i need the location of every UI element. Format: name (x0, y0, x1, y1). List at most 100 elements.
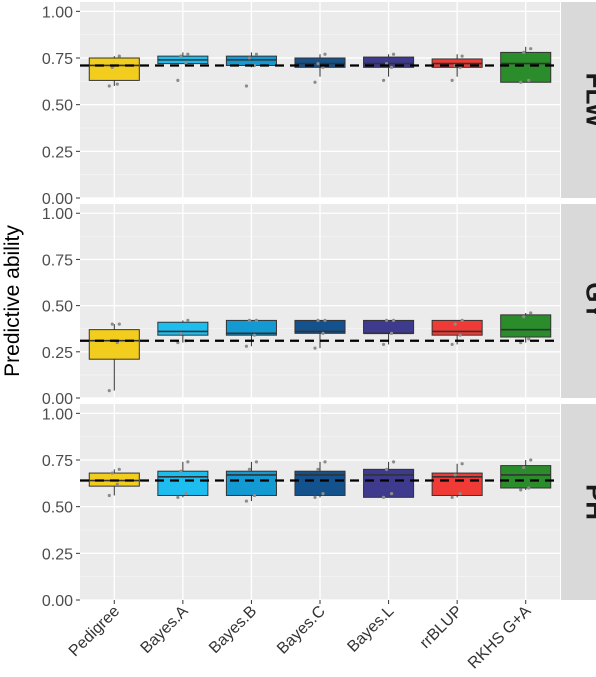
data-point (381, 495, 386, 499)
y-tick-label: 0.75 (42, 453, 73, 470)
data-point (117, 467, 121, 471)
data-point (321, 331, 325, 335)
data-point (460, 462, 464, 466)
y-tick-label: 0.00 (42, 593, 73, 610)
x-tick-label: Bayes.L (344, 603, 397, 656)
x-tick-label: RKHS G+A (465, 603, 535, 673)
data-point (519, 488, 523, 492)
data-point (389, 331, 394, 335)
data-point (184, 492, 188, 496)
data-point (522, 465, 526, 470)
x-tick-label: Pedigree (66, 603, 123, 660)
data-point (384, 467, 389, 471)
box-iqr (500, 51, 552, 83)
y-tick-label: 0.50 (42, 98, 73, 115)
data-point (323, 460, 327, 464)
data-point (115, 82, 119, 86)
data-point (381, 342, 386, 347)
data-point (389, 65, 394, 69)
data-point (179, 469, 183, 473)
data-point (529, 311, 533, 315)
data-point (107, 389, 111, 393)
y-tick-label: 1.00 (42, 406, 73, 423)
data-point (117, 322, 121, 326)
facet-strip (561, 204, 596, 398)
box-bayes-b (225, 318, 277, 348)
box-iqr (88, 57, 140, 81)
y-tick-label: 0.75 (42, 51, 73, 68)
box-bayes-c (294, 318, 346, 350)
data-point (107, 84, 111, 88)
data-point (321, 492, 325, 496)
data-point (115, 482, 119, 486)
data-point (252, 493, 257, 498)
box-iqr (431, 319, 483, 336)
data-point (186, 318, 190, 322)
data-point (313, 495, 317, 499)
y-tick-label: 0.00 (42, 391, 73, 408)
data-point (244, 84, 249, 88)
box-bayes-c (294, 52, 346, 84)
box-rkhs-g-a (500, 46, 552, 84)
data-point (254, 318, 259, 322)
y-tick-label: 1.00 (42, 206, 73, 223)
y-tick-label: 0.25 (42, 144, 73, 161)
data-point (450, 78, 454, 82)
data-point (110, 471, 114, 475)
data-point (186, 460, 190, 464)
y-axis-title: Predictive ability (1, 225, 24, 377)
box-bayes-a (157, 318, 209, 345)
box-iqr (363, 56, 415, 68)
box-iqr (431, 472, 483, 496)
data-point (460, 318, 464, 322)
box-iqr (363, 468, 415, 498)
data-point (254, 460, 259, 464)
y-tick-label: 0.25 (42, 546, 73, 563)
data-point (458, 333, 462, 337)
data-point (247, 467, 252, 471)
box-iqr (363, 319, 415, 334)
box-iqr (294, 57, 346, 68)
y-tick-label: 1.00 (42, 4, 73, 21)
box-iqr (225, 55, 277, 66)
facet-strip (561, 404, 596, 600)
data-point (110, 322, 114, 326)
data-point (529, 458, 533, 462)
data-point (527, 486, 531, 490)
data-point (117, 54, 121, 58)
y-tick-label: 0.25 (42, 345, 73, 362)
data-point (389, 492, 394, 496)
data-point (453, 322, 457, 326)
box-iqr (500, 465, 552, 489)
box-bayes-l (363, 52, 415, 82)
data-point (522, 315, 526, 319)
data-point (244, 344, 249, 348)
box-pedigree (88, 54, 140, 88)
box-bayes-a (157, 460, 209, 499)
box-rrblup (431, 54, 483, 82)
data-point (453, 473, 457, 477)
y-tick-label: 0.50 (42, 500, 73, 517)
data-point (316, 62, 320, 66)
data-point (254, 52, 259, 56)
box-iqr (157, 470, 209, 496)
data-point (381, 78, 386, 82)
data-point (391, 318, 396, 322)
data-point (247, 56, 252, 60)
facet-strip (561, 2, 596, 198)
y-tick-label: 0.50 (42, 299, 73, 316)
data-point (313, 346, 317, 350)
box-iqr (294, 319, 346, 334)
facet-strip-label: GY (581, 282, 596, 320)
facet-panel-ph: 0.00 0.25 0.50 0.75 1.00 PH (42, 404, 596, 610)
data-point (244, 499, 249, 503)
box-bayes-l (363, 318, 415, 347)
data-point (313, 80, 317, 84)
box-rkhs-g-a (500, 458, 552, 492)
data-point (450, 342, 454, 347)
box-rrblup (431, 462, 483, 499)
data-point (107, 493, 111, 498)
data-point (247, 318, 252, 322)
facet-strip-label: PH (581, 484, 596, 520)
